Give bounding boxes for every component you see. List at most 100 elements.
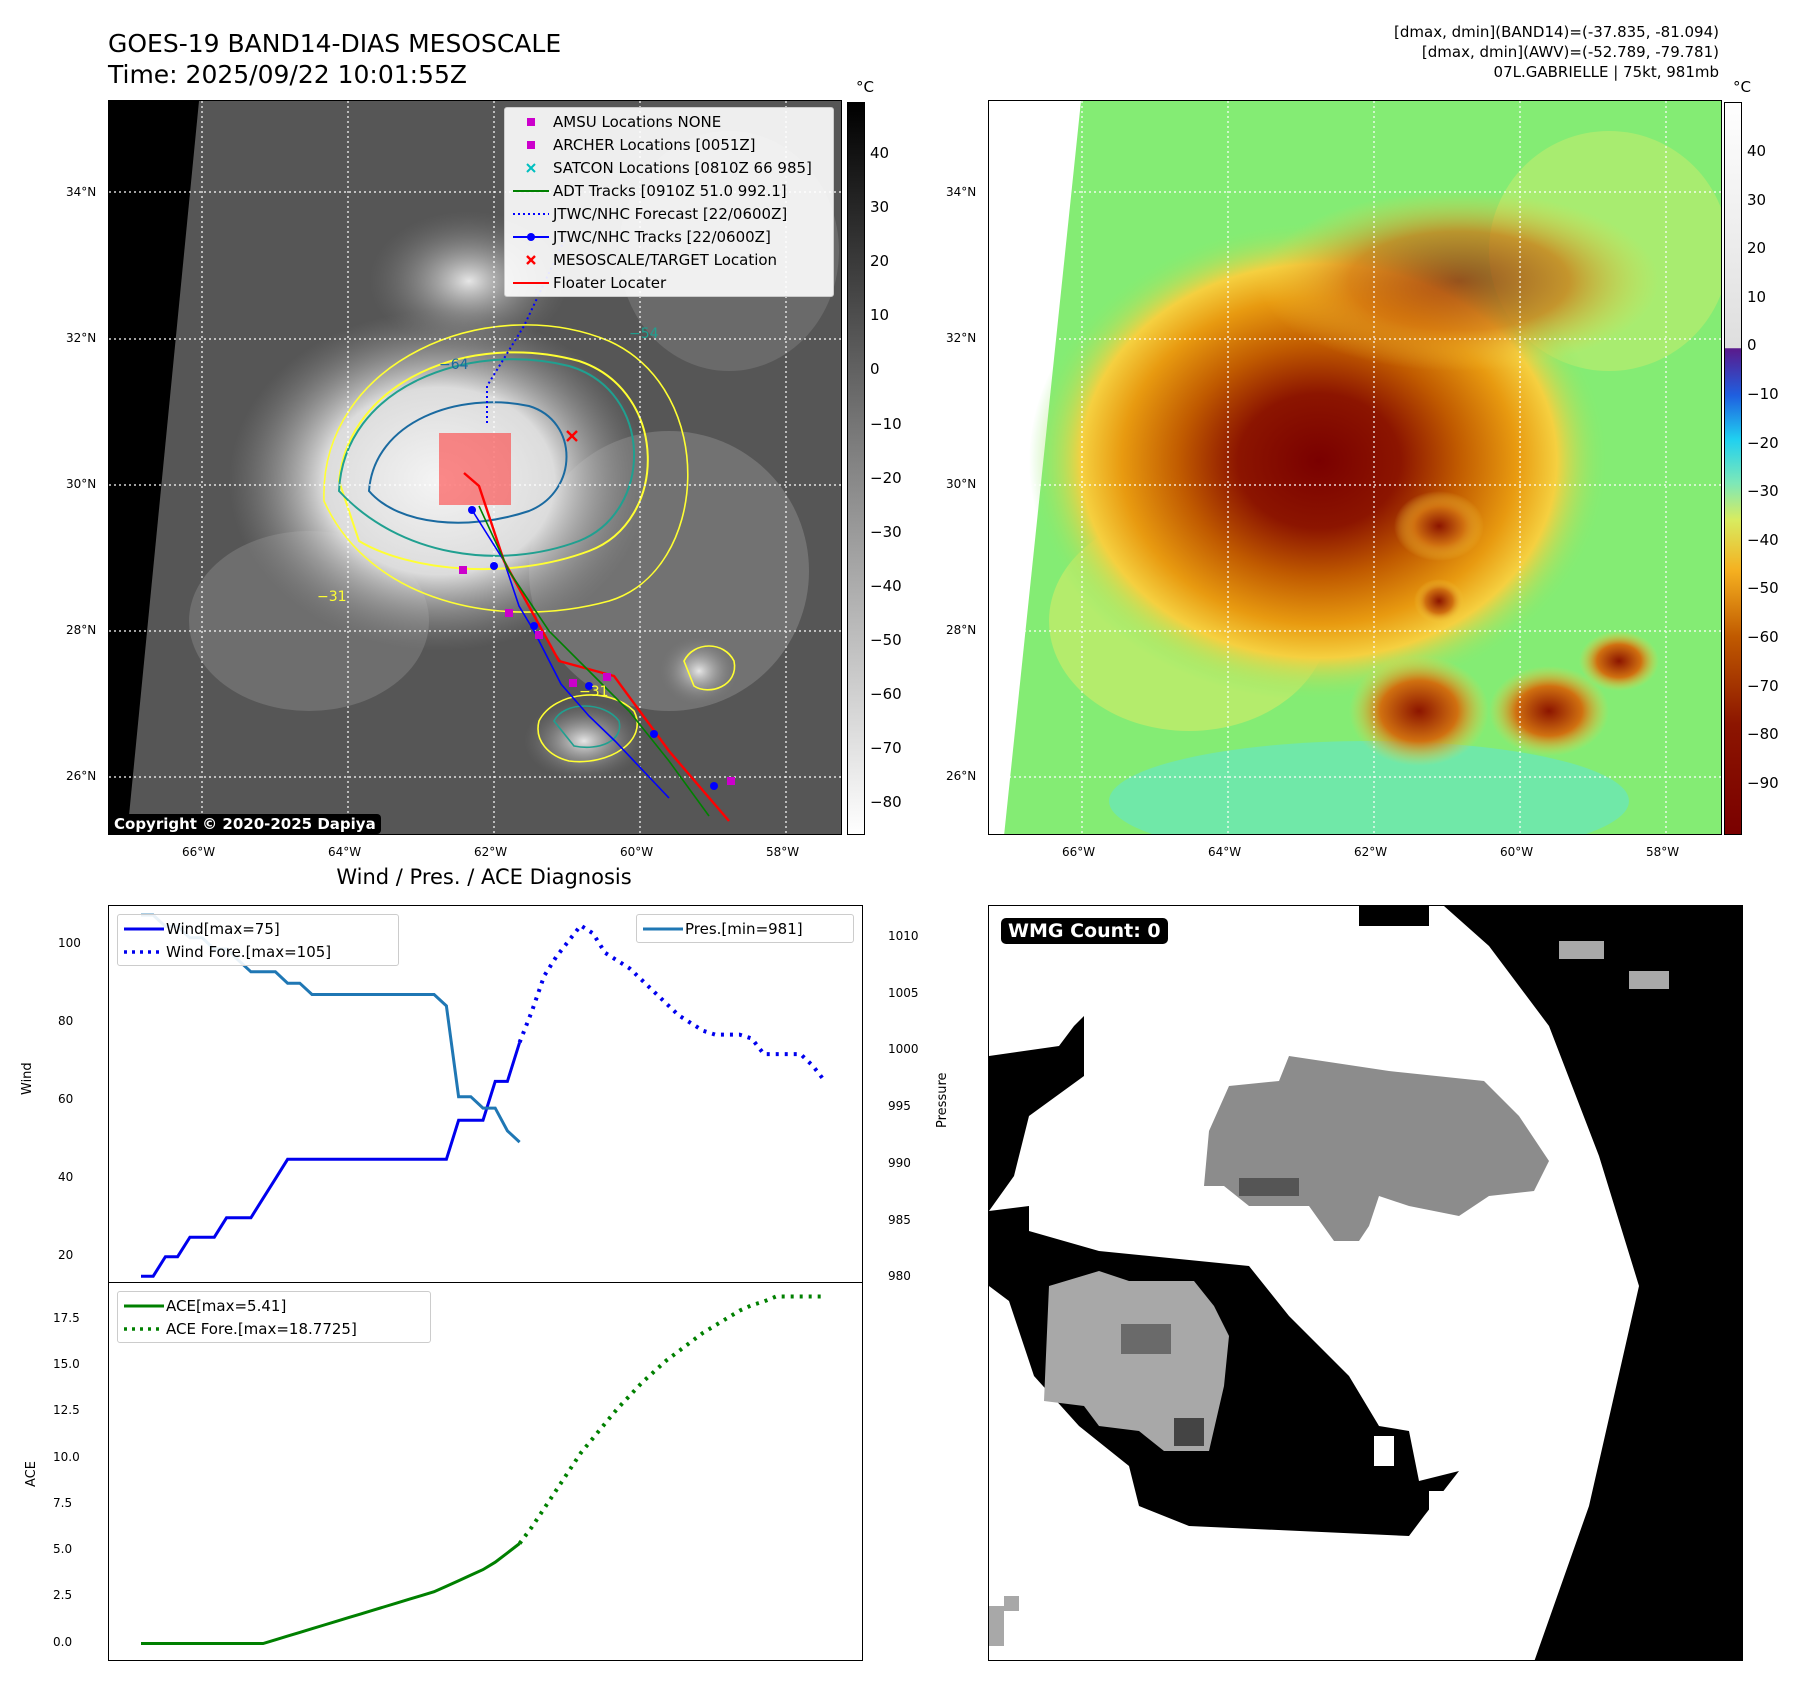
wmg-count-badge: WMG Count: 0 <box>1001 918 1168 944</box>
legend-label: AMSU Locations NONE <box>553 112 722 131</box>
ir-gray-map: −54 −64 −31 −31 AMSU Locations NONE ARCH… <box>108 100 842 835</box>
magenta-square-marker-icon <box>509 110 553 133</box>
colorbar-tick-label: −40 <box>870 576 902 595</box>
legend-label: ACE[max=5.41] <box>166 1296 287 1315</box>
ace-tick-label: 12.5 <box>53 1403 80 1418</box>
color-colorbar <box>1724 102 1742 835</box>
colorbar-tick-label: −60 <box>1747 628 1779 646</box>
colorbar-tick-label: −90 <box>1747 773 1779 792</box>
copyright-label: Copyright © 2020-2025 Dapiya <box>109 814 381 834</box>
ace-tick-label: 17.5 <box>53 1310 80 1325</box>
legend-item-wind: Wind[max=75] <box>122 917 394 940</box>
contour-label: −64 <box>439 357 469 373</box>
lon-label: 58°W <box>766 845 800 859</box>
pressure-tick-label: 990 <box>888 1155 911 1170</box>
info-line2: [dmax, dmin](AWV)=(-52.789, -79.781) <box>1421 43 1719 61</box>
ace-tick-label: 15.0 <box>53 1357 80 1372</box>
colorbar-tick-label: 40 <box>870 144 890 162</box>
lon-label: 60°W <box>1500 845 1534 859</box>
pres-legend: Pres.[min=981] <box>636 914 854 943</box>
legend-label: Wind Fore.[max=105] <box>166 942 332 961</box>
colorbar-tick-label: 10 <box>1747 287 1767 306</box>
lon-label: 62°W <box>1354 845 1388 859</box>
legend-item-amsu: AMSU Locations NONE <box>509 110 829 133</box>
legend-label: MESOSCALE/TARGET Location <box>553 250 778 269</box>
lat-label: 30°N <box>946 477 977 491</box>
map-legend: AMSU Locations NONE ARCHER Locations [00… <box>504 107 834 297</box>
lat-label: 34°N <box>66 185 97 199</box>
gray-colorbar <box>847 102 865 835</box>
colorbar-tick-label: 10 <box>870 306 890 325</box>
wmg-mask-panel: WMG Count: 0 <box>988 905 1743 1661</box>
lat-label: 26°N <box>66 769 97 783</box>
ace-series-line-0 <box>141 1542 521 1645</box>
gray-cbar-unit: °C <box>856 78 874 96</box>
colorbar-tick-label: −10 <box>870 414 902 433</box>
lon-label: 64°W <box>1208 845 1242 859</box>
pressure-axis-label: Pressure <box>935 1072 950 1128</box>
colorbar-tick-label: −20 <box>1747 433 1779 452</box>
lat-label: 34°N <box>946 185 977 199</box>
contour-label: −31 <box>317 589 347 605</box>
red-line-icon <box>509 271 553 294</box>
wind-tick-label: 20 <box>58 1247 74 1262</box>
ace-tick-label: 2.5 <box>53 1588 73 1603</box>
legend-item-pres: Pres.[min=981] <box>641 917 849 940</box>
title-line1: GOES-19 BAND14-DIAS MESOSCALE <box>108 29 562 58</box>
ace-tick-label: 5.0 <box>53 1542 73 1557</box>
info-line1: [dmax, dmin](BAND14)=(-37.835, -81.094) <box>1394 23 1719 41</box>
pressure-tick-label: 985 <box>888 1212 911 1227</box>
ace-axis-label: ACE <box>24 1461 39 1487</box>
pressure-tick-label: 980 <box>888 1269 911 1284</box>
legend-label: Pres.[min=981] <box>685 919 803 938</box>
series-line-0 <box>141 1041 522 1278</box>
blue-line-dot-icon <box>509 225 553 248</box>
legend-label: ARCHER Locations [0051Z] <box>553 135 756 154</box>
ace-tick-label: 10.0 <box>53 1449 80 1464</box>
colorbar-tick-label: 20 <box>870 252 890 271</box>
legend-item-floater: Floater Locater <box>509 271 829 294</box>
ace-series-line-1 <box>517 1294 825 1545</box>
legend-item-satcon: SATCON Locations [0810Z 66 985] <box>509 156 829 179</box>
ace-plot <box>141 1294 825 1645</box>
colorbar-tick-label: −40 <box>1747 530 1779 549</box>
info-line3: 07L.GABRIELLE | 75kt, 981mb <box>1493 63 1719 81</box>
wind-pres-chart: Wind[max=75] Wind Fore.[max=105] Pres.[m… <box>108 905 863 1283</box>
colorbar-tick-label: −50 <box>870 630 902 649</box>
wind-axis-label: Wind <box>20 1062 35 1095</box>
colorbar-tick-label: −70 <box>870 739 902 758</box>
contour-label: −54 <box>629 326 659 342</box>
wind-tick-label: 100 <box>58 935 81 950</box>
legend-label: Floater Locater <box>553 273 667 292</box>
contour-label: −31 <box>579 684 609 700</box>
colorbar-tick-label: −30 <box>1747 482 1779 501</box>
blue-dotted-line-icon <box>122 940 166 963</box>
lat-label: 30°N <box>66 477 97 491</box>
colorbar-tick-label: −80 <box>870 793 902 812</box>
colorbar-tick-label: −30 <box>870 522 902 541</box>
steelblue-line-icon <box>641 917 685 940</box>
ace-tick-label: 7.5 <box>53 1495 73 1510</box>
lon-label: 66°W <box>1062 845 1096 859</box>
magenta-square-marker-icon <box>509 133 553 156</box>
wind-tick-label: 80 <box>58 1013 74 1028</box>
colorbar-tick-label: −60 <box>870 685 902 703</box>
legend-item-ace: ACE[max=5.41] <box>122 1294 426 1317</box>
green-line-icon <box>509 179 553 202</box>
colorbar-tick-label: 0 <box>1747 336 1757 355</box>
lon-label: 60°W <box>620 845 654 859</box>
legend-item-wind-fore: Wind Fore.[max=105] <box>122 940 394 963</box>
awv-color-map <box>988 100 1722 835</box>
green-dotted-line-icon <box>122 1317 166 1340</box>
legend-label: JTWC/NHC Tracks [22/0600Z] <box>553 227 771 246</box>
cyan-x-marker-icon <box>509 156 553 179</box>
chart-title: Wind / Pres. / ACE Diagnosis <box>336 865 632 889</box>
lon-label: 66°W <box>182 845 216 859</box>
green-line-icon <box>122 1294 166 1317</box>
lat-label: 32°N <box>66 331 97 345</box>
lat-label: 32°N <box>946 331 977 345</box>
pressure-tick-label: 1005 <box>888 985 919 1000</box>
color-cbar-unit: °C <box>1733 78 1751 96</box>
page-title: GOES-19 BAND14-DIAS MESOSCALE Time: 2025… <box>108 28 561 90</box>
awv-color-imagery <box>989 101 1721 834</box>
